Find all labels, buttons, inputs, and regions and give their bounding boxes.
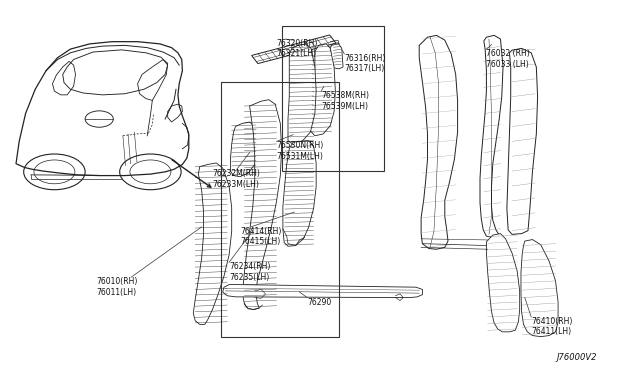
Text: 76410(RH)
76411(LH): 76410(RH) 76411(LH)	[531, 317, 573, 336]
Text: 76316(RH)
76317(LH): 76316(RH) 76317(LH)	[344, 54, 386, 73]
Text: 76320(RH)
76321(LH): 76320(RH) 76321(LH)	[276, 39, 318, 58]
Text: 76530N(RH)
76531M(LH): 76530N(RH) 76531M(LH)	[276, 141, 324, 161]
Polygon shape	[507, 48, 538, 234]
Bar	[221, 82, 339, 337]
Text: 76234(RH)
76235(LH): 76234(RH) 76235(LH)	[229, 262, 271, 282]
Polygon shape	[283, 141, 316, 246]
Polygon shape	[486, 234, 520, 332]
Polygon shape	[521, 240, 558, 337]
Text: 76414(RH)
76415(LH): 76414(RH) 76415(LH)	[240, 227, 282, 246]
Text: 76232M(RH)
76233M(LH): 76232M(RH) 76233M(LH)	[212, 169, 260, 189]
Polygon shape	[288, 44, 316, 144]
Polygon shape	[252, 35, 336, 64]
Polygon shape	[243, 100, 282, 310]
Polygon shape	[480, 35, 503, 237]
Text: 76290: 76290	[307, 298, 332, 307]
Text: J76000V2: J76000V2	[557, 353, 597, 362]
Polygon shape	[310, 44, 335, 136]
Text: 76538M(RH)
76539M(LH): 76538M(RH) 76539M(LH)	[321, 91, 369, 110]
Text: 76010(RH)
76011(LH): 76010(RH) 76011(LH)	[96, 277, 138, 296]
Text: 76032 (RH)
76033 (LH): 76032 (RH) 76033 (LH)	[486, 49, 530, 68]
Polygon shape	[419, 35, 458, 249]
Polygon shape	[223, 285, 422, 298]
Polygon shape	[230, 122, 257, 177]
Polygon shape	[330, 43, 343, 69]
Polygon shape	[193, 163, 232, 324]
Bar	[282, 26, 384, 171]
